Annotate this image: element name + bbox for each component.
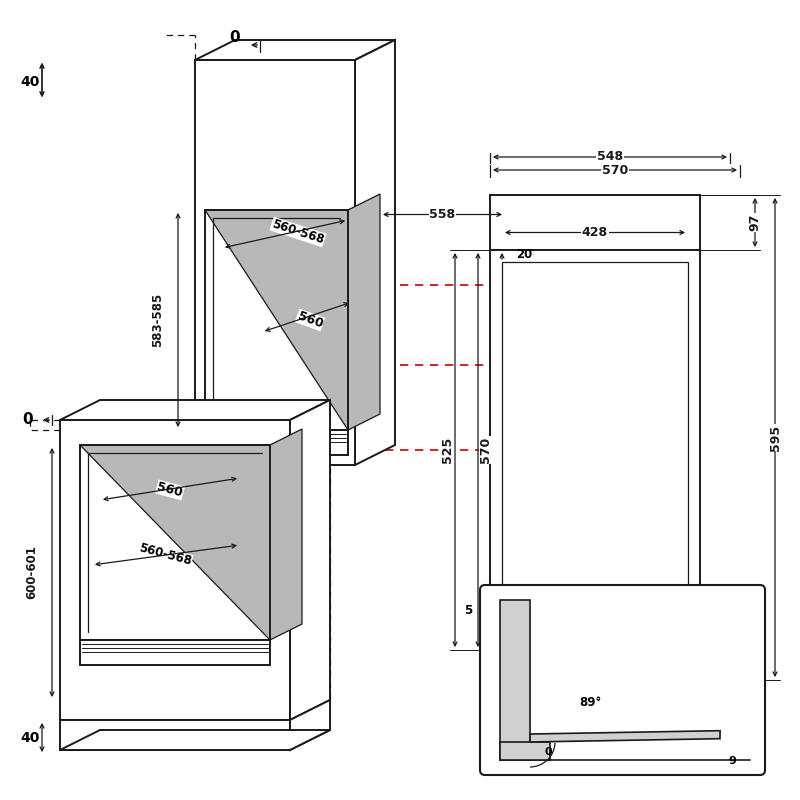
Text: 40: 40 <box>20 731 40 745</box>
Polygon shape <box>60 400 330 420</box>
Text: 0: 0 <box>22 413 34 427</box>
Text: 5: 5 <box>464 603 472 617</box>
Bar <box>80 445 270 640</box>
Text: 20: 20 <box>516 249 532 262</box>
Text: 525: 525 <box>441 437 454 463</box>
Bar <box>500 742 550 760</box>
Text: 428: 428 <box>582 226 608 239</box>
Text: 560-568: 560-568 <box>137 542 193 568</box>
Text: 0: 0 <box>544 747 552 757</box>
Text: 560-568: 560-568 <box>270 218 326 246</box>
Bar <box>60 720 290 750</box>
Text: 89°: 89° <box>579 695 601 709</box>
Text: 0: 0 <box>230 30 240 46</box>
Bar <box>490 650 700 680</box>
Text: 570: 570 <box>602 163 628 177</box>
Text: 460: 460 <box>615 614 640 626</box>
Bar <box>490 195 700 250</box>
Bar <box>205 430 348 455</box>
Bar <box>205 210 348 430</box>
Polygon shape <box>60 730 330 750</box>
Polygon shape <box>80 429 302 640</box>
Text: 595: 595 <box>582 698 608 711</box>
FancyBboxPatch shape <box>480 585 765 775</box>
Polygon shape <box>290 400 330 720</box>
Bar <box>500 600 530 760</box>
Text: 20: 20 <box>516 658 532 671</box>
Text: 40: 40 <box>20 75 40 89</box>
Text: 97: 97 <box>749 214 762 231</box>
Polygon shape <box>195 40 395 60</box>
Text: 558: 558 <box>430 208 455 221</box>
Polygon shape <box>355 40 395 465</box>
Text: 560: 560 <box>295 310 325 330</box>
Text: 9: 9 <box>728 756 736 766</box>
Bar <box>195 60 355 465</box>
Polygon shape <box>530 730 720 742</box>
Text: 583-585: 583-585 <box>151 293 165 347</box>
Bar <box>80 640 270 665</box>
Text: 570: 570 <box>479 437 493 463</box>
Text: 600-601: 600-601 <box>26 546 38 599</box>
Bar <box>490 250 700 680</box>
Bar <box>60 420 290 720</box>
Polygon shape <box>205 194 380 430</box>
Text: 595: 595 <box>769 425 782 450</box>
Text: 548: 548 <box>597 150 623 163</box>
Bar <box>502 262 688 650</box>
Polygon shape <box>290 700 330 750</box>
Text: 560: 560 <box>156 480 184 500</box>
